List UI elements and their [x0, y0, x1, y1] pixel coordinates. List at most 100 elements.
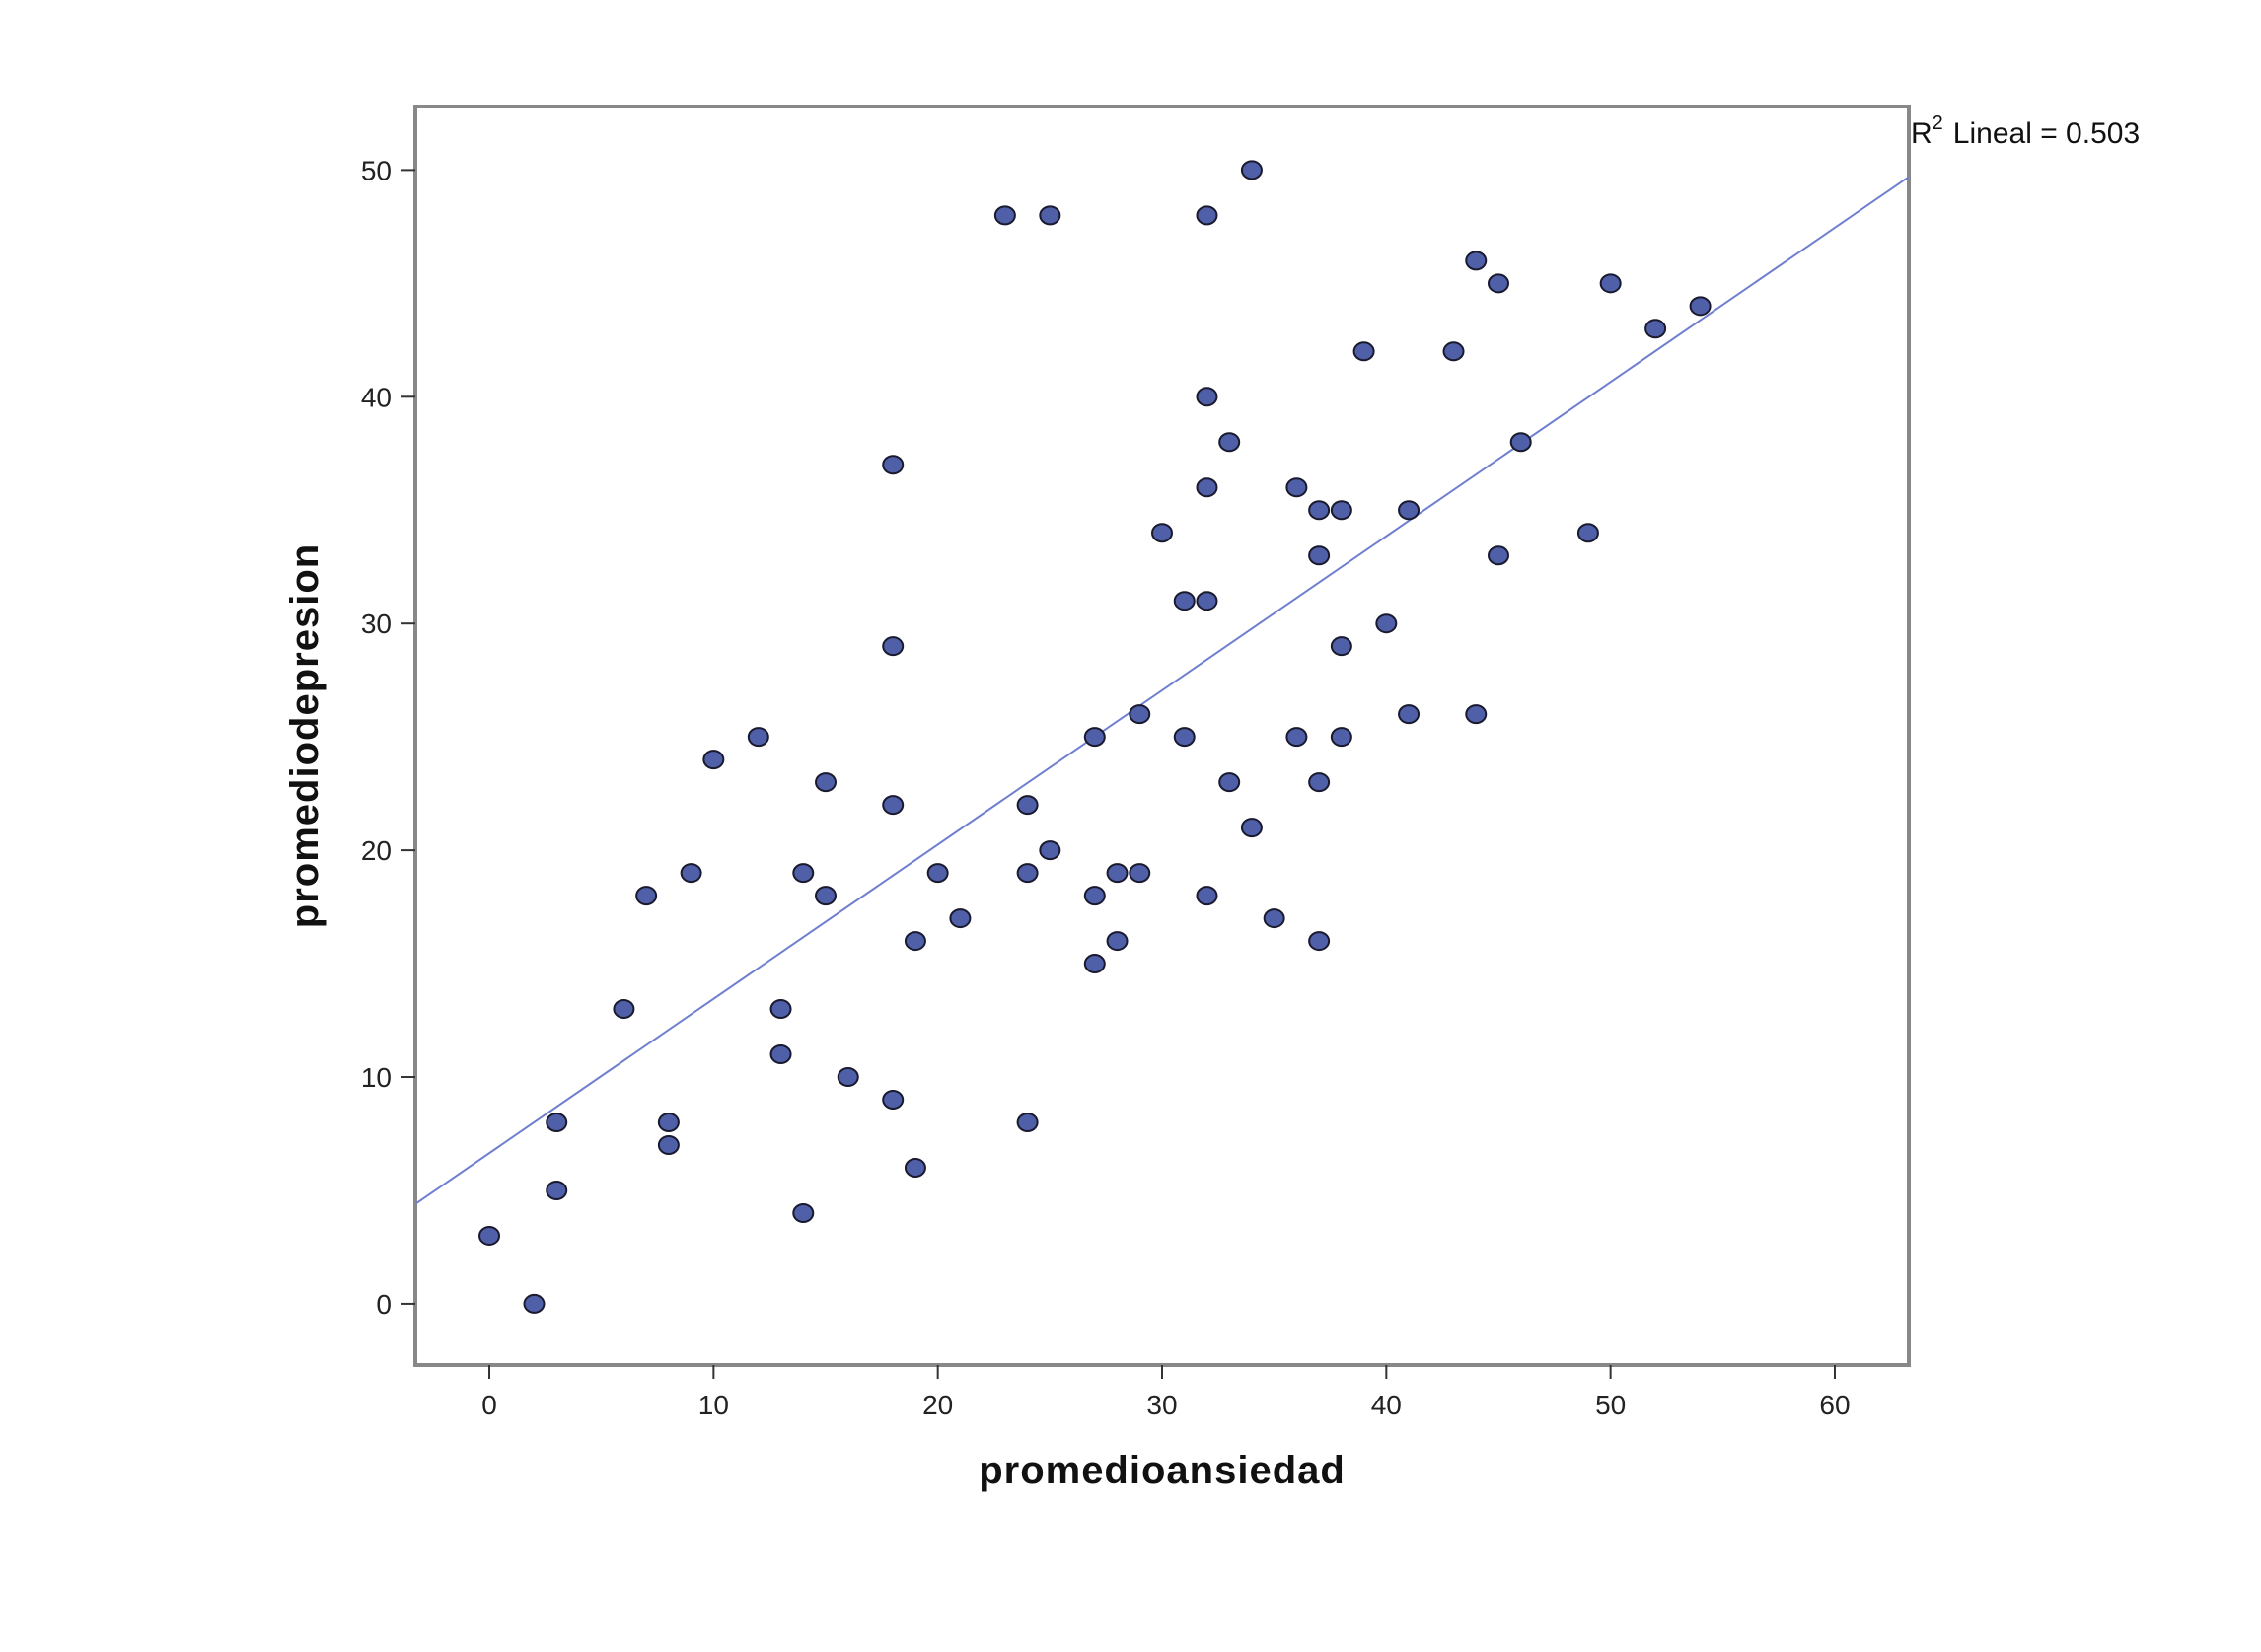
r2-text: Lineal = 0.503: [1953, 117, 2140, 150]
data-point: [1644, 319, 1667, 339]
data-point: [1196, 591, 1218, 611]
data-point: [1352, 341, 1375, 362]
data-point: [993, 205, 1016, 226]
r2-annotation: R2 Lineal = 0.503: [1911, 112, 2140, 150]
data-point: [1442, 341, 1465, 362]
x-axis-ticks: 0 10 20 30 40 50 60: [481, 1365, 1851, 1420]
data-point: [949, 908, 972, 929]
data-point: [1398, 500, 1421, 521]
data-point: [1196, 387, 1218, 407]
data-point: [1308, 545, 1331, 566]
data-point: [926, 863, 949, 884]
data-point: [1173, 727, 1196, 748]
data-point: [769, 999, 792, 1020]
data-point: [523, 1293, 546, 1314]
data-point: [657, 1134, 680, 1155]
data-point: [1106, 931, 1129, 952]
y-tick-label: 10: [361, 1062, 392, 1093]
r2-superscript: 2: [1933, 112, 1943, 134]
data-point: [904, 1157, 926, 1178]
data-point: [792, 1202, 815, 1223]
x-axis-label: promedioansiedad: [979, 1449, 1346, 1492]
data-point: [1285, 727, 1308, 748]
data-point: [657, 1112, 680, 1132]
data-point: [635, 886, 658, 906]
data-point: [837, 1067, 859, 1088]
data-point: [1016, 863, 1039, 884]
data-point: [1039, 205, 1061, 226]
y-tick-label: 30: [361, 609, 392, 639]
data-point: [1263, 908, 1285, 929]
data-point: [1576, 523, 1599, 543]
data-point: [1218, 772, 1241, 793]
data-point: [792, 863, 815, 884]
data-point: [1016, 795, 1039, 816]
data-point: [904, 931, 926, 952]
data-point: [1173, 591, 1196, 611]
data-point: [1375, 613, 1398, 634]
x-tick-label: 30: [1146, 1390, 1177, 1420]
data-point: [1083, 727, 1106, 748]
data-point: [882, 636, 905, 657]
data-point: [1039, 840, 1061, 861]
data-point: [882, 1090, 905, 1111]
data-point: [1196, 886, 1218, 906]
data-point: [1016, 1112, 1039, 1132]
fit-line: [414, 176, 1910, 1205]
data-point: [1083, 886, 1106, 906]
x-tick-label: 50: [1595, 1390, 1626, 1420]
data-point: [1689, 296, 1712, 317]
y-axis-label: promediodepresion: [283, 543, 327, 928]
x-tick-label: 20: [922, 1390, 953, 1420]
data-point: [747, 727, 769, 748]
y-axis-ticks: 0 10 20 30 40 50: [361, 155, 415, 1320]
data-point: [1398, 704, 1421, 725]
data-point: [1487, 273, 1509, 294]
data-point: [1218, 432, 1241, 453]
data-point: [680, 863, 702, 884]
data-point: [1196, 205, 1218, 226]
data-point: [1599, 273, 1622, 294]
data-point: [1330, 636, 1352, 657]
x-tick-label: 40: [1371, 1390, 1402, 1420]
data-point: [1330, 500, 1352, 521]
data-point: [882, 455, 905, 475]
data-point: [1308, 500, 1331, 521]
data-point: [1330, 727, 1352, 748]
data-point: [1240, 818, 1263, 838]
data-point: [1285, 477, 1308, 498]
data-point: [1151, 523, 1173, 543]
data-point: [1308, 772, 1331, 793]
data-point: [1196, 477, 1218, 498]
data-point: [546, 1180, 568, 1200]
y-tick-label: 20: [361, 835, 392, 866]
x-tick-label: 60: [1819, 1390, 1850, 1420]
data-point: [478, 1225, 501, 1246]
data-point: [1487, 545, 1509, 566]
data-point: [1465, 704, 1488, 725]
y-tick-label: 40: [361, 382, 392, 412]
data-point: [815, 772, 838, 793]
data-point: [702, 750, 725, 770]
data-point: [769, 1044, 792, 1065]
data-point: [1240, 160, 1263, 180]
data-point: [882, 795, 905, 816]
plot-frame: [413, 105, 1911, 1367]
data-point: [1106, 863, 1129, 884]
data-point: [546, 1112, 568, 1132]
x-tick-label: 0: [481, 1390, 497, 1420]
x-tick-label: 10: [698, 1390, 729, 1420]
data-point: [815, 886, 838, 906]
y-tick-label: 0: [376, 1289, 392, 1320]
data-point: [1129, 863, 1151, 884]
y-tick-label: 50: [361, 155, 392, 185]
data-point: [1509, 432, 1532, 453]
data-point: [1129, 704, 1151, 725]
data-point: [1083, 954, 1106, 974]
data-point: [613, 999, 635, 1020]
r2-prefix: R: [1911, 117, 1933, 150]
data-point: [1465, 251, 1488, 271]
data-points: [478, 160, 1712, 1314]
data-point: [1308, 931, 1331, 952]
